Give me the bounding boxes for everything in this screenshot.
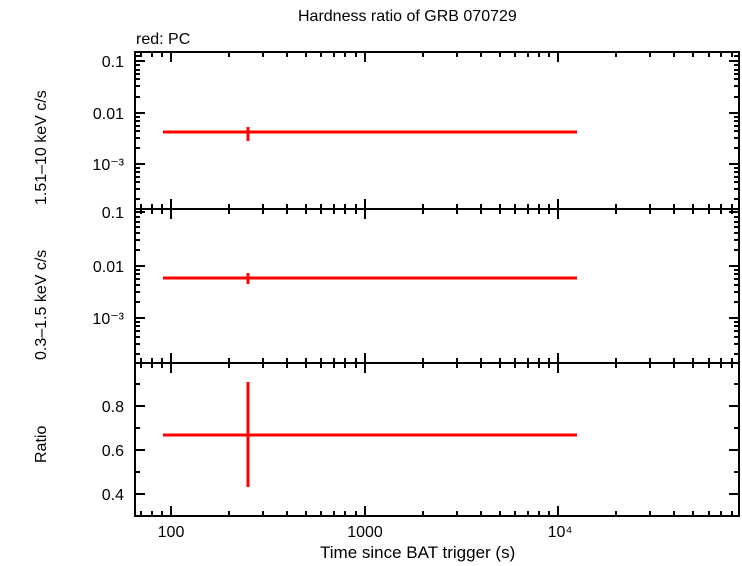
y-ticks <box>135 55 739 495</box>
minor-top <box>140 52 733 57</box>
bot-ytick-1: 0.6 <box>102 443 124 460</box>
legend-label: red: PC <box>136 31 191 48</box>
xtick-1: 1000 <box>347 524 383 541</box>
minor-209 <box>140 204 733 214</box>
chart-title: Hardness ratio of GRB 070729 <box>298 8 517 25</box>
xtick-2: 10⁴ <box>548 524 573 541</box>
minor-363 <box>140 358 733 368</box>
top-ytick-0: 0.1 <box>102 54 124 71</box>
data-series-pc <box>163 127 577 487</box>
minor-bottom <box>140 511 733 516</box>
y-tick-labels: 0.1 0.01 10⁻³ 0.1 0.01 10⁻³ 0.8 0.6 0.4 <box>92 54 124 504</box>
top-ytick-2: 10⁻³ <box>92 157 124 174</box>
bot-ytick-0: 0.8 <box>102 399 124 416</box>
xtick-0: 100 <box>158 524 185 541</box>
mid-ytick-0: 0.1 <box>102 205 124 222</box>
mid-ytick-2: 10⁻³ <box>92 311 124 328</box>
x-tick-labels: 100 1000 10⁴ <box>158 524 573 541</box>
top-ytick-1: 0.01 <box>93 106 124 123</box>
mid-ytick-1: 0.01 <box>93 259 124 276</box>
bot-ytick-2: 0.4 <box>102 487 124 504</box>
panel-frames <box>134 51 740 517</box>
x-ticks <box>140 52 733 516</box>
x-axis-label: Time since BAT trigger (s) <box>320 543 516 562</box>
